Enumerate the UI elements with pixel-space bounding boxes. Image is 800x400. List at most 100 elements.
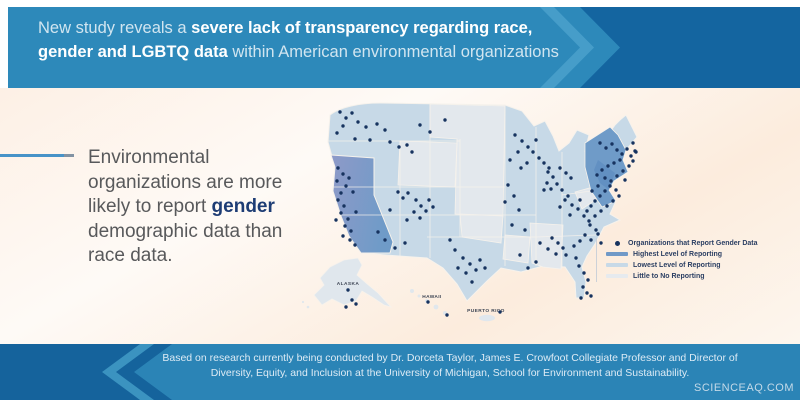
org-dot	[525, 161, 529, 165]
org-dot	[426, 300, 430, 304]
headline-text: within American environmental organizati…	[227, 42, 559, 61]
org-dot	[419, 204, 423, 208]
org-dot	[603, 189, 607, 193]
org-dot	[604, 146, 608, 150]
top-banner: New study reveals a severe lack of trans…	[8, 7, 800, 88]
org-dot	[339, 191, 343, 195]
org-dot	[388, 140, 392, 144]
banner-dark-region	[580, 7, 800, 88]
puerto-rico-shape	[479, 314, 495, 322]
org-dot	[397, 145, 401, 149]
org-dot	[582, 214, 586, 218]
org-dot	[344, 184, 348, 188]
org-dot	[608, 184, 612, 188]
aleutian-island	[301, 300, 305, 304]
org-dot	[534, 138, 538, 142]
org-dot	[572, 244, 576, 248]
org-dot	[577, 264, 581, 268]
org-dot	[549, 187, 553, 191]
org-dot	[336, 198, 340, 202]
org-dot	[555, 182, 559, 186]
callout-post: demographic data than race data.	[88, 220, 283, 267]
org-dot	[519, 166, 523, 170]
top-banner-background	[8, 7, 800, 88]
attribution-text: Based on research currently being conduc…	[128, 351, 772, 381]
org-dot	[346, 217, 350, 221]
org-dot	[627, 164, 631, 168]
org-dot	[585, 291, 589, 295]
legend-row: Lowest Level of Reporting	[606, 260, 758, 270]
puerto-rico-label: PUERTO RICO	[467, 308, 505, 314]
attribution-line-2: Diversity, Equity, and Inclusion at the …	[210, 367, 690, 379]
org-dot	[563, 198, 567, 202]
org-dot	[545, 181, 549, 185]
org-dot	[600, 168, 604, 172]
org-dot	[618, 158, 622, 162]
org-dot	[344, 116, 348, 120]
org-dot	[418, 216, 422, 220]
org-dot	[335, 131, 339, 135]
org-dot	[599, 209, 603, 213]
headline-text-bold: severe lack of transparency regarding ra…	[191, 19, 533, 37]
org-dot	[634, 150, 638, 154]
northeast-inner-dark	[594, 160, 615, 190]
hawaii-island	[410, 289, 414, 293]
org-dot	[561, 246, 565, 250]
bottom-banner-background	[0, 344, 800, 400]
org-dot	[611, 199, 615, 203]
org-dot	[518, 253, 522, 257]
callout-highlight: gender	[211, 196, 275, 217]
org-dot	[526, 266, 530, 270]
org-dot	[620, 152, 624, 156]
org-dot	[474, 268, 478, 272]
org-dot	[354, 302, 358, 306]
org-dot	[574, 256, 578, 260]
org-dot	[615, 148, 619, 152]
org-dot	[520, 139, 524, 143]
org-dot	[353, 243, 357, 247]
legend-row: Little to No Reporting	[606, 271, 758, 281]
org-dot	[346, 288, 350, 292]
org-dot	[526, 145, 530, 149]
org-dot	[564, 171, 568, 175]
org-dot	[564, 253, 568, 257]
org-dot	[556, 241, 560, 245]
org-dot	[348, 238, 352, 242]
org-dot	[350, 298, 354, 302]
little-to-no-reporting-states	[397, 103, 598, 270]
org-dot	[418, 123, 422, 127]
org-dot	[576, 207, 580, 211]
org-dot	[598, 194, 602, 198]
org-dot	[334, 218, 338, 222]
org-dot	[338, 110, 342, 114]
organization-dots	[334, 110, 638, 317]
org-dot	[621, 169, 625, 173]
org-dot	[554, 252, 558, 256]
org-dot	[614, 188, 618, 192]
org-dot	[375, 122, 379, 126]
org-dot	[431, 205, 435, 209]
org-dot	[351, 190, 355, 194]
org-dot	[396, 190, 400, 194]
org-dot	[589, 204, 593, 208]
callout-pre: Environmental organizations are more lik…	[88, 147, 283, 217]
louisiana	[502, 234, 531, 264]
hawaii-island	[417, 294, 421, 298]
org-dot	[383, 128, 387, 132]
org-dot	[414, 198, 418, 202]
org-dot	[349, 229, 353, 233]
org-dot	[503, 200, 507, 204]
legend-dot-icon	[615, 240, 620, 246]
accent-rule-segment	[0, 154, 64, 157]
org-dot	[513, 133, 517, 137]
org-dot	[341, 172, 345, 176]
headline-text-bold: gender and LGBTQ data	[38, 42, 228, 61]
org-dot	[558, 166, 562, 170]
org-dot	[595, 173, 599, 177]
org-dot	[350, 111, 354, 115]
org-dot	[412, 210, 416, 214]
hawaii-island	[433, 304, 439, 310]
org-dot	[568, 213, 572, 217]
org-dot	[428, 130, 432, 134]
org-dot	[566, 194, 570, 198]
